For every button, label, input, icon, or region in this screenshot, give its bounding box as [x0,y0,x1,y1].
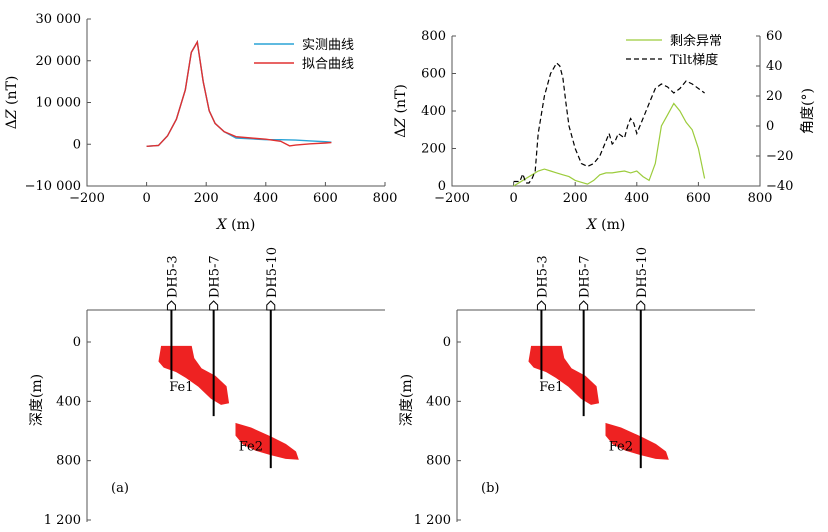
y-tick-label: 0 [73,137,81,152]
borehole-collar-marker [636,300,646,311]
series-line [146,39,332,147]
ore-body [605,422,669,460]
y-axis-label: 深度(m) [29,374,45,426]
y2-tick-label: 60 [766,29,783,44]
borehole-label: DH5-7 [208,255,223,298]
y-tick-label: 30 000 [36,12,82,27]
y-axis-label: ΔZ (nT) [4,76,20,130]
y-tick-label: 400 [426,394,451,409]
x-tick-label: 400 [253,191,278,206]
y2-tick-label: 20 [766,89,783,104]
y-tick-label: 400 [56,394,81,409]
y-tick-label: 200 [421,142,446,157]
y-tick-label: 1 200 [44,513,81,528]
x-axis-label: X (m) [216,217,256,233]
x-tick-label: 400 [624,191,649,206]
y-tick-label: 600 [421,67,446,82]
x-tick-label: 800 [373,191,398,206]
borehole-collar-marker [579,300,589,311]
y-tick-label: 20 000 [36,54,82,69]
ore-body-label: Fe1 [169,380,193,395]
legend-label: 剩余异常 [670,33,722,49]
panel-top-left: −200 0 200 400 600 800 −10 000 0 10 000 20 000 30 … [4,12,397,233]
y-axis-label: ΔZ (nT) [393,84,409,138]
y-tick-label: 10 000 [36,96,82,111]
x-tick-label: 800 [748,191,773,206]
borehole-collar-marker [266,300,276,311]
y-tick-label: 0 [438,179,446,194]
borehole-collar-marker [209,300,219,311]
ore-body [235,422,299,460]
borehole-collar-marker [166,300,176,311]
y-tick-label: −10 000 [25,179,81,194]
ore-body [528,345,600,405]
y2-tick-label: 0 [766,119,774,134]
borehole-label: DH5-10 [265,247,280,298]
y-tick-label: 400 [421,104,446,119]
x-tick-label: −200 [434,191,470,206]
y-tick-label: 800 [56,454,81,469]
y-axis-label: 深度(m) [399,374,415,426]
borehole-label: DH5-7 [578,255,593,298]
ore-body-label: Fe2 [239,439,263,454]
x-tick-label: −200 [69,191,105,206]
legend-label: 实测曲线 [302,38,354,53]
y2-tick-label: −40 [766,179,793,194]
x-tick-label: 600 [313,191,338,206]
legend-label: Tilt梯度 [670,52,718,68]
borehole-label: DH5-3 [535,255,550,298]
y2-tick-label: −20 [766,149,793,164]
panel-top-right: −200 0 200 400 600 8000200400600800−40−200204… [393,29,816,233]
series-line [513,102,706,187]
ore-body-label: Fe1 [539,380,563,395]
x-tick-label: 600 [686,191,711,206]
y-tick-label: 0 [73,335,81,350]
x-tick-label: 200 [563,191,588,206]
x-tick-label: 200 [194,191,219,206]
panel-label: (a) [111,481,129,496]
borehole-label: DH5-3 [165,255,180,298]
borehole-label: DH5-10 [635,247,650,298]
y-tick-label: 1 200 [414,513,451,528]
y2-tick-label: 40 [766,59,783,74]
panel-label: (b) [481,481,499,496]
ore-body [158,345,230,405]
series-line [513,62,705,184]
panel-bottom-left: 0 400 800 1 200 深度(m) (a) Fe1 Fe2 DH5-3 DH5-7 DH5-… [29,247,385,528]
x-axis-label: X (m) [586,217,626,233]
legend-label: 拟合曲线 [302,57,354,72]
ore-body-label: Fe2 [609,439,633,454]
y-tick-label: 0 [443,335,451,350]
panel-bottom-right: 0 400 800 1 200 深度(m) (b) Fe1 Fe2 DH5-3 DH5-7 DH5-… [399,247,755,528]
y2-axis-label: 角度(°) [800,88,816,134]
x-tick-label: 0 [142,191,150,206]
borehole-collar-marker [536,300,546,311]
x-tick-label: 0 [509,191,517,206]
y-tick-label: 800 [421,29,446,44]
y-tick-label: 800 [426,454,451,469]
